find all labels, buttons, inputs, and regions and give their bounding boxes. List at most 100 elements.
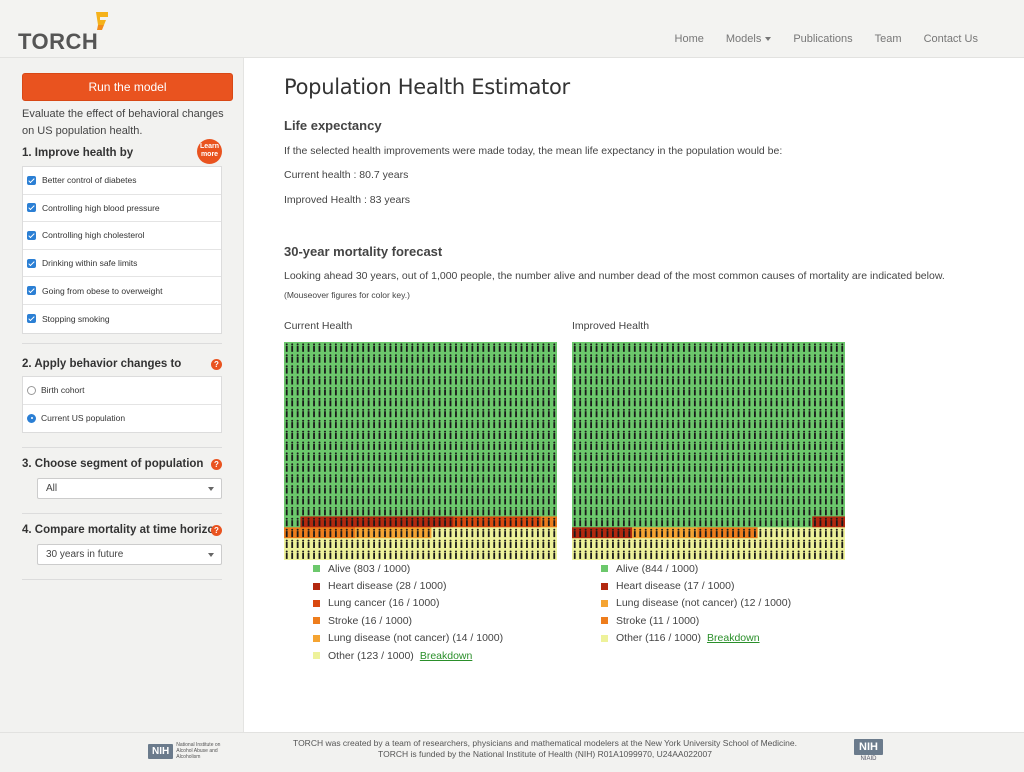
person-icon bbox=[389, 400, 392, 407]
person-head-icon bbox=[323, 452, 326, 455]
person-icon bbox=[466, 476, 468, 483]
option-drinking[interactable]: Drinking within safe limits bbox=[23, 250, 221, 278]
person-head-icon bbox=[824, 408, 827, 411]
person-head-icon bbox=[531, 376, 534, 379]
section-horizon-title: 4. Compare mortality at time horizon bbox=[22, 524, 222, 536]
learn-more-button[interactable]: Learn more bbox=[197, 139, 222, 164]
person-head-icon bbox=[699, 474, 702, 477]
option-obesity[interactable]: Going from obese to overweight bbox=[23, 277, 221, 305]
person-icon bbox=[835, 422, 838, 429]
person-head-icon bbox=[655, 463, 658, 466]
person-icon bbox=[743, 378, 745, 385]
person-icon bbox=[302, 389, 305, 396]
option-diabetes[interactable]: Better control of diabetes bbox=[23, 167, 221, 195]
horizon-select[interactable]: 30 years in future bbox=[37, 544, 222, 565]
person-head-icon bbox=[389, 354, 392, 357]
checkbox-icon[interactable] bbox=[27, 203, 36, 213]
person-icon bbox=[400, 400, 403, 407]
person-icon bbox=[466, 411, 468, 418]
person-icon bbox=[732, 465, 734, 472]
nav-publications[interactable]: Publications bbox=[793, 33, 853, 45]
person-head-icon bbox=[323, 343, 326, 346]
help-icon[interactable]: ? bbox=[211, 459, 222, 470]
person-icon bbox=[411, 465, 414, 472]
person-icon bbox=[748, 476, 751, 483]
person-icon bbox=[666, 465, 669, 472]
person-head-icon bbox=[362, 343, 365, 346]
person-icon bbox=[542, 443, 545, 450]
checkbox-icon[interactable] bbox=[27, 314, 36, 324]
improved-health-waffle-chart[interactable] bbox=[572, 342, 845, 560]
person-icon bbox=[422, 509, 425, 516]
person-head-icon bbox=[291, 408, 294, 411]
person-icon bbox=[438, 367, 441, 374]
person-head-icon bbox=[601, 354, 604, 357]
person-head-icon bbox=[611, 474, 614, 477]
segment-select[interactable]: All bbox=[37, 478, 222, 499]
option-blood-pressure[interactable]: Controlling high blood pressure bbox=[23, 195, 221, 223]
person-icon bbox=[688, 345, 691, 352]
nav-contact-us[interactable]: Contact Us bbox=[923, 33, 978, 45]
person-head-icon bbox=[606, 419, 609, 422]
person-icon bbox=[356, 356, 359, 363]
person-icon bbox=[688, 433, 691, 440]
person-head-icon bbox=[835, 397, 838, 400]
person-icon bbox=[526, 520, 528, 527]
person-icon bbox=[384, 454, 386, 461]
option-birth-cohort[interactable]: Birth cohort bbox=[23, 377, 221, 405]
person-icon bbox=[542, 411, 545, 418]
person-head-icon bbox=[422, 441, 425, 444]
person-head-icon bbox=[655, 430, 658, 433]
person-icon bbox=[318, 378, 321, 385]
person-icon bbox=[622, 400, 625, 407]
person-icon bbox=[493, 465, 496, 472]
person-icon bbox=[351, 498, 354, 505]
person-icon bbox=[438, 509, 441, 516]
nav-home[interactable]: Home bbox=[674, 33, 704, 45]
option-smoking[interactable]: Stopping smoking bbox=[23, 305, 221, 333]
checkbox-icon[interactable] bbox=[27, 230, 36, 240]
person-icon bbox=[650, 443, 653, 450]
person-head-icon bbox=[841, 441, 844, 444]
life-expectancy-description: If the selected health improvements were… bbox=[284, 145, 783, 157]
help-icon[interactable]: ? bbox=[211, 525, 222, 536]
person-icon bbox=[754, 367, 756, 374]
nav-team[interactable]: Team bbox=[874, 33, 902, 45]
option-cholesterol[interactable]: Controlling high cholesterol bbox=[23, 222, 221, 250]
person-head-icon bbox=[482, 397, 485, 400]
person-icon bbox=[449, 520, 452, 527]
person-icon bbox=[296, 443, 299, 450]
person-icon bbox=[487, 520, 490, 527]
person-icon bbox=[655, 367, 658, 374]
checkbox-icon[interactable] bbox=[27, 258, 36, 268]
person-head-icon bbox=[482, 485, 485, 488]
person-icon bbox=[612, 389, 614, 396]
person-head-icon bbox=[329, 528, 332, 531]
checkbox-icon[interactable] bbox=[27, 286, 36, 296]
person-icon bbox=[633, 356, 636, 363]
person-head-icon bbox=[573, 354, 576, 357]
person-icon bbox=[743, 433, 745, 440]
nav-models[interactable]: Models bbox=[726, 33, 772, 45]
person-head-icon bbox=[628, 452, 631, 455]
person-icon bbox=[553, 552, 556, 559]
person-head-icon bbox=[531, 430, 534, 433]
person-icon bbox=[542, 552, 545, 559]
person-head-icon bbox=[329, 539, 332, 542]
radio-selected-icon[interactable] bbox=[27, 413, 36, 423]
current-health-waffle-chart[interactable] bbox=[284, 342, 557, 560]
radio-icon[interactable] bbox=[27, 385, 36, 395]
person-head-icon bbox=[476, 517, 479, 520]
person-icon bbox=[612, 345, 614, 352]
person-head-icon bbox=[318, 474, 321, 477]
checkbox-icon[interactable] bbox=[27, 175, 36, 185]
option-current-population[interactable]: Current US population bbox=[23, 405, 221, 433]
person-head-icon bbox=[400, 365, 403, 368]
help-icon[interactable]: ? bbox=[211, 359, 222, 370]
person-head-icon bbox=[704, 365, 707, 368]
person-head-icon bbox=[622, 452, 625, 455]
person-icon bbox=[378, 509, 381, 516]
run-model-button[interactable]: Run the model bbox=[22, 73, 233, 101]
person-head-icon bbox=[291, 506, 294, 509]
person-icon bbox=[444, 487, 446, 494]
